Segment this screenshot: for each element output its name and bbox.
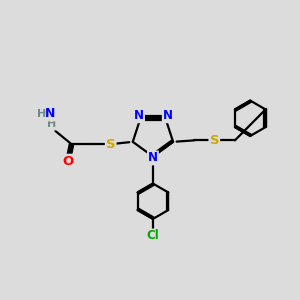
Text: N: N (134, 109, 144, 122)
Text: S: S (209, 134, 219, 147)
Text: N: N (45, 107, 55, 120)
Text: H: H (37, 110, 46, 119)
Text: N: N (163, 109, 173, 122)
Text: O: O (62, 155, 74, 168)
Text: H: H (47, 119, 56, 130)
Text: N: N (148, 152, 158, 164)
Text: S: S (106, 138, 116, 151)
Text: Cl: Cl (147, 230, 159, 242)
